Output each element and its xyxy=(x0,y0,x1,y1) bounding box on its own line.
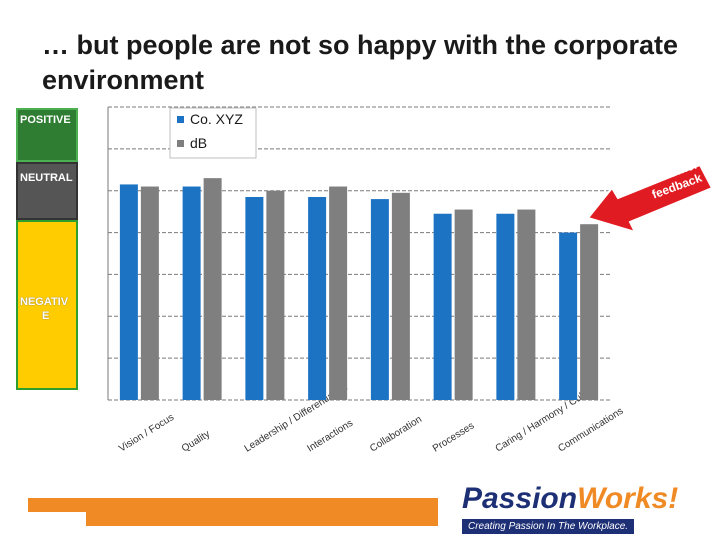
category-label: Interactions xyxy=(305,418,355,455)
category-label: Processes xyxy=(431,420,476,454)
bar-series1 xyxy=(559,232,578,400)
bar-series1 xyxy=(119,184,138,400)
negative-band: NEGATIV E xyxy=(16,220,78,390)
positive-band: POSITIVE xyxy=(16,108,78,162)
category-label: Vision / Focus xyxy=(117,412,176,455)
neutral-label: NEUTRAL xyxy=(20,172,73,184)
legend-label: dB xyxy=(190,135,207,151)
legend-label: Co. XYZ xyxy=(190,111,243,127)
category-label: Quality xyxy=(180,429,212,455)
category-label: Collaboration xyxy=(368,414,424,455)
passionworks-logo: PassionWorks! Creating Passion In The Wo… xyxy=(462,482,712,534)
logo-wordmark: PassionWorks! xyxy=(462,482,679,515)
bar-series2 xyxy=(517,209,536,400)
neutral-band: NEUTRAL xyxy=(16,162,78,220)
bar-series2 xyxy=(266,190,285,400)
legend-box xyxy=(169,107,257,159)
bar-series2 xyxy=(329,186,348,400)
callout-arrow xyxy=(586,163,714,234)
legend-swatch xyxy=(177,116,184,123)
footer-accent-bar-lower xyxy=(86,512,438,526)
bar-series1 xyxy=(433,213,452,400)
bar-series2 xyxy=(580,224,599,400)
bar-series2 xyxy=(140,186,159,400)
bar-series2 xyxy=(454,209,473,400)
category-label: Communications xyxy=(556,406,625,455)
footer-accent-bar xyxy=(28,498,438,512)
logo-tagline: Creating Passion In The Workplace. xyxy=(462,519,635,534)
bar-series1 xyxy=(308,196,327,400)
bar-series1 xyxy=(370,199,389,400)
bar-series2 xyxy=(391,192,410,400)
bar-series1 xyxy=(245,196,264,400)
slide-title: … but people are not so happy with the c… xyxy=(42,30,679,95)
bar-series1 xyxy=(496,213,515,400)
negative-label-line1: NEGATIV xyxy=(20,296,69,308)
legend-swatch xyxy=(177,140,184,147)
bar-series2 xyxy=(203,178,222,400)
negative-label-line2: E xyxy=(42,310,50,322)
positive-label: POSITIVE xyxy=(20,114,71,126)
bar-series1 xyxy=(182,186,201,400)
